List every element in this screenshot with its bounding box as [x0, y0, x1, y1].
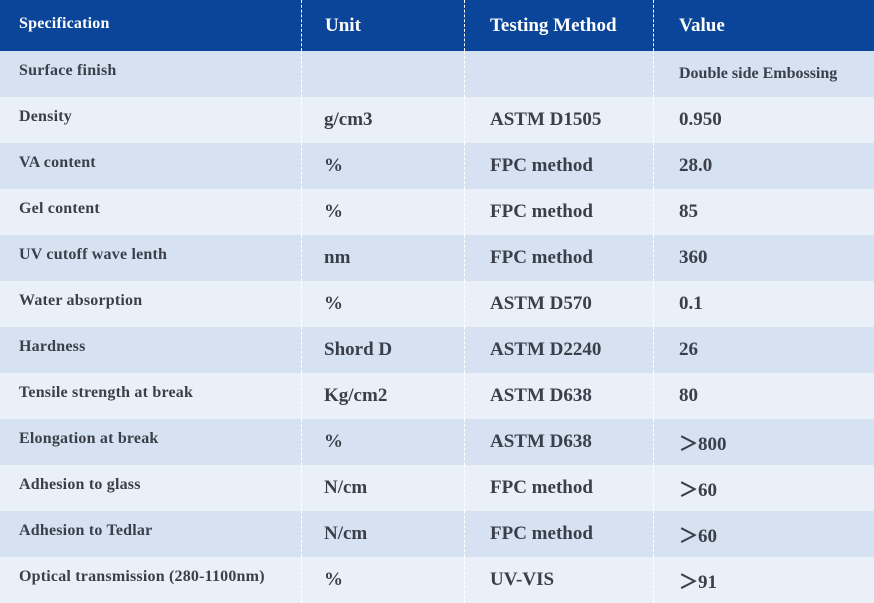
- spec-cell: Surface finish: [19, 62, 117, 79]
- unit-cell: %: [301, 557, 464, 603]
- table-row: UV cutoff wave lenth nm FPC method 360: [0, 235, 874, 281]
- spec-cell: Optical transmission (280-1100nm): [19, 568, 265, 585]
- unit-cell: Shord D: [301, 327, 464, 373]
- table-row: Surface finish Double side Embossing: [0, 51, 874, 97]
- header-specification: Specification: [19, 14, 110, 32]
- unit-cell: %: [301, 143, 464, 189]
- unit-cell: %: [301, 281, 464, 327]
- method-cell: FPC method: [464, 143, 653, 189]
- table-row: Hardness Shord D ASTM D2240 26: [0, 327, 874, 373]
- unit-cell: [301, 51, 464, 97]
- table-header-row: Specification Unit Testing Method Value: [0, 0, 874, 51]
- table-row: Adhesion to Tedlar N/cm FPC method ＞60: [0, 511, 874, 557]
- value-cell: ＞60: [653, 511, 874, 557]
- value-cell: Double side Embossing: [653, 51, 874, 97]
- value-cell: 80: [653, 373, 874, 419]
- unit-cell: N/cm: [301, 465, 464, 511]
- value-cell: 28.0: [653, 143, 874, 189]
- spec-cell: Hardness: [19, 338, 86, 355]
- unit-cell: Kg/cm2: [301, 373, 464, 419]
- table-row: Adhesion to glass N/cm FPC method ＞60: [0, 465, 874, 511]
- spec-cell: VA content: [19, 154, 96, 171]
- unit-cell: %: [301, 189, 464, 235]
- spec-cell: Density: [19, 108, 72, 125]
- method-cell: ASTM D2240: [464, 327, 653, 373]
- unit-cell: nm: [301, 235, 464, 281]
- spec-cell: UV cutoff wave lenth: [19, 246, 168, 263]
- table-row: Gel content % FPC method 85: [0, 189, 874, 235]
- method-cell: ASTM D1505: [464, 97, 653, 143]
- method-cell: ASTM D638: [464, 373, 653, 419]
- method-cell: ASTM D570: [464, 281, 653, 327]
- value-cell: 0.950: [653, 97, 874, 143]
- method-cell: [464, 51, 653, 97]
- value-cell: ＞60: [653, 465, 874, 511]
- header-testing-method: Testing Method: [464, 0, 653, 51]
- spec-cell: Water absorption: [19, 292, 143, 309]
- table-row: Density g/cm3 ASTM D1505 0.950: [0, 97, 874, 143]
- header-value: Value: [653, 0, 874, 51]
- header-unit: Unit: [301, 0, 464, 51]
- value-cell: ＞91: [653, 557, 874, 603]
- method-cell: FPC method: [464, 465, 653, 511]
- method-cell: FPC method: [464, 235, 653, 281]
- table-row: Optical transmission (280-1100nm) % UV-V…: [0, 557, 874, 603]
- spec-cell: Gel content: [19, 200, 100, 217]
- value-cell: ＞800: [653, 419, 874, 465]
- spec-cell: Adhesion to glass: [19, 476, 141, 493]
- table-row: Water absorption % ASTM D570 0.1: [0, 281, 874, 327]
- table-row: VA content % FPC method 28.0: [0, 143, 874, 189]
- unit-cell: %: [301, 419, 464, 465]
- spec-cell: Adhesion to Tedlar: [19, 522, 153, 539]
- unit-cell: N/cm: [301, 511, 464, 557]
- method-cell: FPC method: [464, 189, 653, 235]
- table-row: Elongation at break % ASTM D638 ＞800: [0, 419, 874, 465]
- method-cell: UV-VIS: [464, 557, 653, 603]
- table-row: Tensile strength at break Kg/cm2 ASTM D6…: [0, 373, 874, 419]
- unit-cell: g/cm3: [301, 97, 464, 143]
- spec-cell: Tensile strength at break: [19, 384, 194, 401]
- value-cell: 0.1: [653, 281, 874, 327]
- method-cell: FPC method: [464, 511, 653, 557]
- value-cell: 26: [653, 327, 874, 373]
- value-cell: 85: [653, 189, 874, 235]
- spec-cell: Elongation at break: [19, 430, 159, 447]
- method-cell: ASTM D638: [464, 419, 653, 465]
- value-cell: 360: [653, 235, 874, 281]
